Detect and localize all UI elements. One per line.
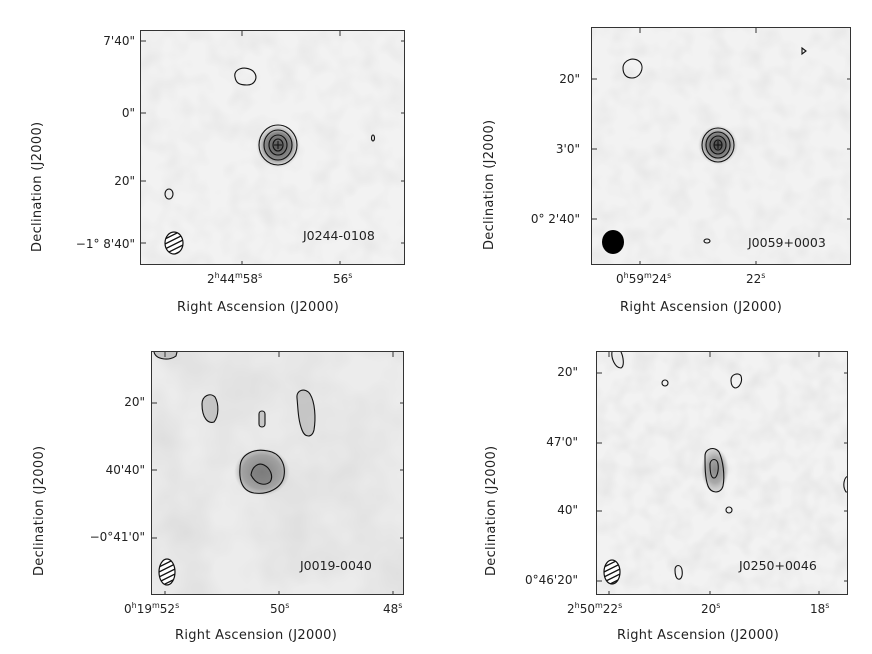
dec-tick-label: 40" bbox=[557, 503, 578, 517]
beam-ellipse bbox=[164, 231, 184, 255]
source-name-label: J0019-0040 bbox=[300, 558, 372, 573]
ra-tick-label: 2h44m58s bbox=[207, 271, 263, 286]
dec-tick-label: 3'0" bbox=[555, 142, 580, 156]
beam-ellipse bbox=[158, 558, 176, 586]
dec-tick-label: 40'40" bbox=[105, 463, 145, 477]
right-ascension-axis-label: Right Ascension (J2000) bbox=[620, 300, 783, 315]
right-ascension-axis-label: Right Ascension (J2000) bbox=[175, 628, 338, 643]
radio-map-image: J0019-0040 bbox=[151, 351, 404, 595]
ra-tick-label: 18s bbox=[810, 601, 830, 616]
dec-tick-label: 0" bbox=[121, 106, 135, 120]
dec-tick-label: −1° 8'40" bbox=[75, 237, 135, 251]
ra-tick-label: 0h59m24s bbox=[616, 271, 672, 286]
radio-map-image: J0059+0003 bbox=[591, 27, 851, 265]
declination-axis-label: Declination (J2000) bbox=[30, 121, 45, 252]
ra-tick-label: 22s bbox=[746, 271, 766, 286]
beam-ellipse bbox=[602, 230, 624, 254]
ra-tick-label: 56s bbox=[333, 271, 353, 286]
dec-tick-label: 47'0" bbox=[546, 435, 578, 449]
beam-ellipse bbox=[603, 559, 621, 585]
ra-tick-label: 20s bbox=[701, 601, 721, 616]
declination-axis-label: Declination (J2000) bbox=[32, 445, 47, 576]
dec-tick-label: −0°41'0" bbox=[89, 530, 145, 544]
ra-tick-label: 0h19m52s bbox=[124, 601, 180, 616]
ra-tick-label: 48s bbox=[383, 601, 403, 616]
right-ascension-axis-label: Right Ascension (J2000) bbox=[617, 628, 780, 643]
dec-tick-label: 20" bbox=[559, 72, 580, 86]
ra-tick-label: 2h50m22s bbox=[567, 601, 623, 616]
dec-tick-label: 20" bbox=[557, 365, 578, 379]
right-ascension-axis-label: Right Ascension (J2000) bbox=[177, 300, 340, 315]
declination-axis-label: Declination (J2000) bbox=[484, 445, 499, 576]
ra-tick-label: 50s bbox=[270, 601, 290, 616]
dec-tick-label: 20" bbox=[124, 395, 145, 409]
source-name-label: J0250+0046 bbox=[739, 558, 817, 573]
declination-axis-label: Declination (J2000) bbox=[482, 119, 497, 250]
source-name-label: J0244-0108 bbox=[303, 228, 375, 243]
dec-tick-label: 20" bbox=[114, 174, 135, 188]
dec-tick-label: 0°46'20" bbox=[525, 573, 578, 587]
radio-map-image: J0250+0046 bbox=[596, 351, 848, 595]
dec-tick-label: 7'40" bbox=[103, 34, 135, 48]
dec-tick-label: 0° 2'40" bbox=[530, 212, 580, 226]
source-name-label: J0059+0003 bbox=[748, 235, 826, 250]
radio-map-image: J0244-0108 bbox=[140, 30, 405, 265]
